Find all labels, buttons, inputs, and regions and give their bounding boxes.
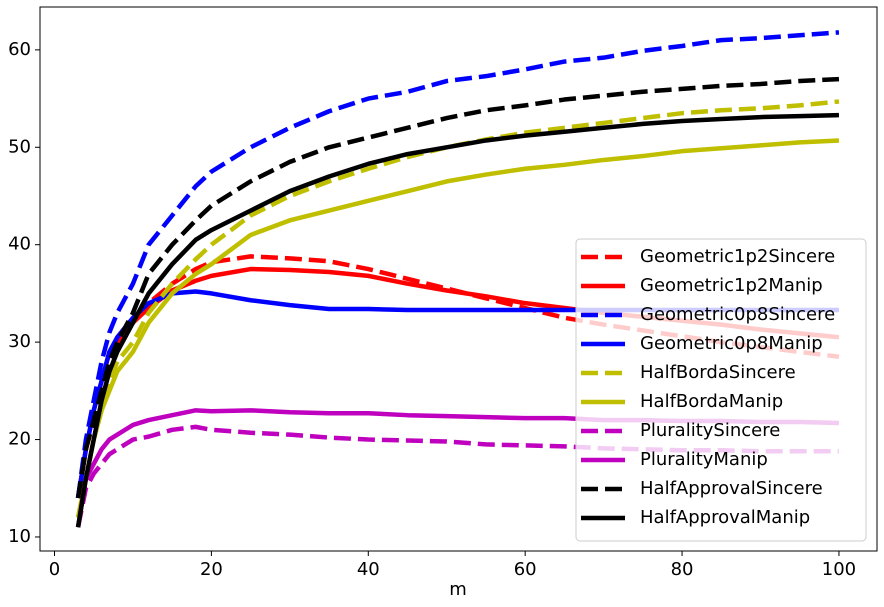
x-tick-label: 40: [357, 559, 380, 580]
series-line: [75, 30, 840, 499]
y-tick-label: 50: [8, 136, 31, 157]
legend-label: PluralityManip: [640, 449, 768, 470]
plot-frame: [39, 6, 878, 552]
legend-label: HalfApprovalSincere: [640, 478, 823, 499]
series-line: [75, 76, 840, 499]
y-tick-label: 20: [8, 429, 31, 450]
x-tick-label: 20: [200, 559, 223, 580]
legend-box: [575, 238, 867, 542]
legend: Geometric1p2Sincere Geometric1p2Manip Geom…: [575, 238, 867, 542]
legend-label: PluralitySincere: [640, 420, 780, 441]
x-tick-label: 100: [822, 559, 856, 580]
legend-label: Geometric1p2Sincere: [640, 246, 835, 267]
legend-label: HalfApprovalManip: [640, 507, 810, 528]
legend-label: HalfBordaSincere: [640, 362, 796, 383]
legend-label: Geometric0p8Sincere: [640, 304, 835, 325]
x-tick-label: 80: [671, 559, 694, 580]
series-line: [75, 138, 840, 518]
y-tick-label: 60: [8, 39, 31, 60]
legend-label: Geometric1p2Manip: [640, 275, 823, 296]
series-line: [75, 99, 840, 518]
legend-label: Geometric0p8Manip: [640, 333, 823, 354]
series-line: [75, 112, 840, 528]
x-axis-label: m: [449, 579, 467, 600]
legend-label: HalfBordaManip: [640, 391, 783, 412]
x-tick-label: 60: [514, 559, 537, 580]
y-tick-label: 10: [8, 526, 31, 547]
y-tick-label: 40: [8, 234, 31, 255]
y-tick-label: 30: [8, 331, 31, 352]
x-tick-label: 0: [49, 559, 60, 580]
series-line: [75, 424, 839, 528]
